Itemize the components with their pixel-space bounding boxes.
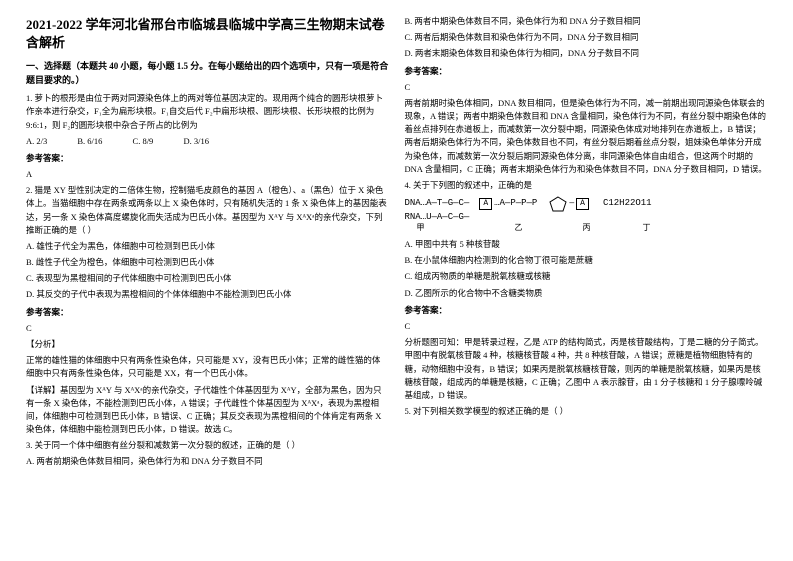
q3-explanation: 两者前期时染色体相同，DNA 数目相同，但是染色体行为不同，减一前期出现同源染色… <box>405 97 768 176</box>
q3-opt-b: B. 两者中期染色体数目不同，染色体行为和 DNA 分子数目相同 <box>405 15 768 28</box>
q2-stem: 2. 猫是 XY 型性别决定的二倍体生物，控制猫毛皮颜色的基因 A（橙色）、a（… <box>26 184 389 237</box>
q4-diagram: DNA…A—T—G—C— A …A—P—P—P — A C12H22O11 RN… <box>405 196 768 234</box>
q1-opt-c: C. 8/9 <box>133 135 154 148</box>
q3-answer: C <box>405 81 768 94</box>
q4-opt-d: D. 乙图所示的化合物中不含糖类物质 <box>405 287 768 300</box>
q1-opt-d: D. 3/16 <box>183 135 209 148</box>
left-column: 2021-2022 学年河北省邢台市临城县临城中学高三生物期末试卷含解析 一、选… <box>18 12 397 549</box>
diag-box-a2: A <box>576 198 589 210</box>
diag-dna-label: DNA…A—T—G—C— <box>405 198 470 210</box>
q2-opt-a: A. 雄性子代全为黑色，体细胞中可检测到巴氏小体 <box>26 240 389 253</box>
q1-opt-a: A. 2/3 <box>26 135 47 148</box>
q2-opt-c: C. 表现型为黑橙相间的子代体细胞中可检测到巴氏小体 <box>26 272 389 285</box>
right-column: B. 两者中期染色体数目不同，染色体行为和 DNA 分子数目相同 C. 两者后期… <box>397 12 776 549</box>
diag-label-ding: 丁 <box>643 224 651 234</box>
q4-explanation: 分析题图可知：甲是转录过程，乙是 ATP 的结构简式，丙是核苷酸结构，丁是二糖的… <box>405 336 768 402</box>
q2-opt-d: D. 其反交的子代中表现为黑橙相间的个体体细胞中不能检测到巴氏小体 <box>26 288 389 301</box>
diag-box-a: A <box>479 198 492 210</box>
q2-answer: C <box>26 322 389 335</box>
diag-label-jia: 甲 <box>405 224 437 234</box>
q5-stem: 5. 对下列相关数学模型的叙述正确的是（ ） <box>405 405 768 418</box>
q2-opt-b: B. 雌性子代全为橙色，体细胞中可检测到巴氏小体 <box>26 256 389 269</box>
q2-analysis: 正常的雄性猫的体细胞中只有两条性染色体，只可能是 XY，没有巴氏小体；正常的雌性… <box>26 354 389 380</box>
q1-answer: A <box>26 168 389 181</box>
diag-sugar-label: C12H22O11 <box>603 198 652 210</box>
q2-analysis-head: 【分析】 <box>26 338 389 351</box>
answer-label-2: 参考答案： <box>26 306 389 319</box>
answer-label-1: 参考答案： <box>26 152 389 165</box>
q3-stem: 3. 关于同一个体中细胞有丝分裂和减数第一次分裂的叙述，正确的是（ ） <box>26 439 389 452</box>
exam-title: 2021-2022 学年河北省邢台市临城县临城中学高三生物期末试卷含解析 <box>26 16 389 52</box>
q4-answer: C <box>405 320 768 333</box>
diag-label-yi: 乙 <box>515 224 523 234</box>
q4-opt-a: A. 甲图中共有 5 种核苷酸 <box>405 238 768 251</box>
q3-opt-d: D. 两者末期染色体数目和染色体行为相同，DNA 分子数目不同 <box>405 47 768 60</box>
answer-label-3: 参考答案： <box>405 65 768 78</box>
q1-stem: 1. 萝卜的根形是由位于两对同源染色体上的两对等位基因决定的。现用两个纯合的圆形… <box>26 92 389 132</box>
diag-label-bing: 丙 <box>583 224 591 234</box>
q1-options: A. 2/3 B. 6/16 C. 8/9 D. 3/16 <box>26 135 389 148</box>
q4-opt-c: C. 组成丙物质的单糖是脱氧核糖或核糖 <box>405 270 768 283</box>
q4-stem: 4. 关于下列图的叙述中，正确的是 <box>405 179 768 192</box>
q2-detail: 基因型为 XᴬY 与 XᴬXᵃ的亲代杂交，子代雄性个体基因型为 XᴬY，全部为黑… <box>26 385 382 435</box>
q3-opt-a: A. 两者前期染色体数目相同，染色体行为和 DNA 分子数目不同 <box>26 455 389 468</box>
q3-opt-c: C. 两者后期染色体数目和染色体行为不同，DNA 分子数目相同 <box>405 31 768 44</box>
q1-opt-b: B. 6/16 <box>77 135 102 148</box>
section-1-heading: 一、选择题（本题共 40 小题，每小题 1.5 分。在每小题给出的四个选项中，只… <box>26 60 389 88</box>
q4-opt-b: B. 在小鼠体细胞内检测到的化合物丁很可能是蔗糖 <box>405 254 768 267</box>
pentagon-icon <box>549 196 567 212</box>
q2-detail-head: 【详解】 <box>26 385 60 395</box>
answer-label-4: 参考答案： <box>405 304 768 317</box>
diag-atp-label: …A—P—P—P <box>494 198 537 210</box>
diag-rna-label: RNA…U—A—C—G— <box>405 212 470 224</box>
